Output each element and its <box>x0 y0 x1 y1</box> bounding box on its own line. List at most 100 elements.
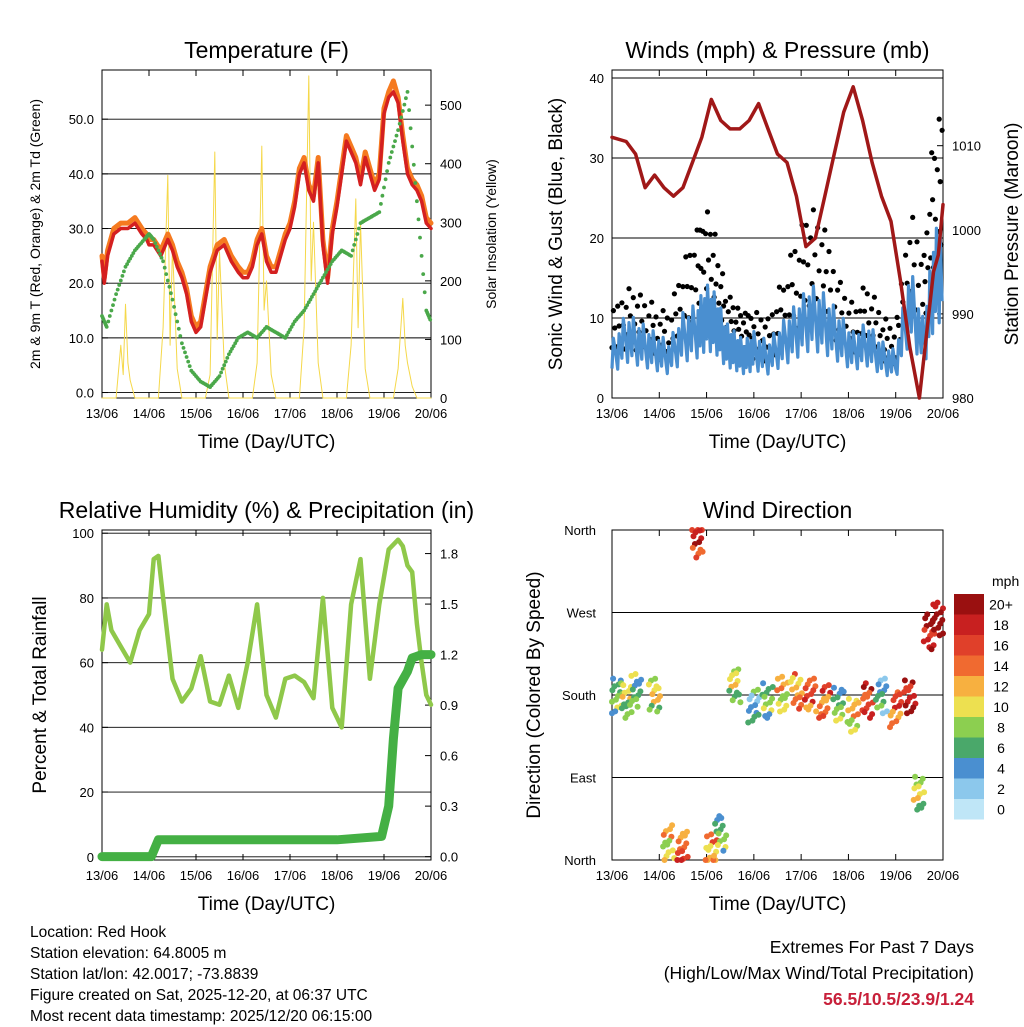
series-gust-point <box>722 298 729 304</box>
series-gust-point <box>730 305 736 311</box>
direction-point <box>696 527 703 534</box>
direction-point <box>715 830 722 837</box>
x-tick-label: 13/06 <box>596 406 629 421</box>
series-dewpoint-point <box>324 270 328 275</box>
x-tick-label: 14/06 <box>643 868 676 883</box>
direction-point <box>720 847 727 854</box>
direction-point <box>620 682 627 689</box>
series-gust-point <box>733 319 739 325</box>
y2-tick-label: 990 <box>952 307 974 322</box>
y-tick-label: South <box>562 688 596 703</box>
series-gust-point <box>740 320 747 326</box>
series-dewpoint-point <box>173 312 178 317</box>
series-dewpoint-point <box>125 262 129 266</box>
direction-point <box>860 684 867 690</box>
x-tick-label: 15/06 <box>180 406 213 421</box>
series-gust-point <box>861 308 868 314</box>
x-tick-label: 19/06 <box>879 868 912 883</box>
y-axis-label: Sonic Wind & Gust (Blue, Black) <box>546 98 567 370</box>
series-gust-point <box>781 287 787 293</box>
series-gust-point <box>936 116 942 122</box>
series-dewpoint-point <box>283 336 288 340</box>
legend-label: 12 <box>993 678 1009 694</box>
series-gust-point <box>866 320 872 326</box>
series-gust-point <box>610 308 617 314</box>
series-dewpoint-point <box>380 193 385 198</box>
direction-point <box>911 692 917 699</box>
x-tick-label: 20/06 <box>927 868 960 883</box>
series-gust-point <box>869 306 875 312</box>
series-gust-point <box>616 323 622 329</box>
chart-title: Winds (mph) & Pressure (mb) <box>625 37 929 63</box>
series-dewpoint-point <box>167 284 172 289</box>
y2-tick-label: 1010 <box>952 139 981 154</box>
series-dewpoint-point <box>350 248 355 253</box>
direction-point <box>684 853 691 860</box>
series-dewpoint-point <box>422 290 427 295</box>
series-dewpoint-point <box>161 259 166 264</box>
series-gust-point <box>642 303 648 309</box>
series-gust-point <box>649 299 655 305</box>
series-dewpoint-point <box>165 278 170 283</box>
series-gust-point <box>718 284 724 290</box>
legend-swatch <box>954 676 984 697</box>
x-tick-label: 17/06 <box>785 406 818 421</box>
series-dewpoint-point <box>393 139 397 144</box>
series-dewpoint-point <box>288 327 292 332</box>
y2-tick-label: 0.6 <box>440 749 458 764</box>
series-dewpoint-point <box>178 334 183 338</box>
y2-tick-label: 500 <box>440 98 462 113</box>
x-tick-label: 19/06 <box>879 406 912 421</box>
series-dewpoint-point <box>172 305 177 309</box>
series-gust-point <box>687 252 693 258</box>
series-gust-point <box>755 331 761 337</box>
direction-point <box>769 684 776 690</box>
series-dewpoint-point <box>349 254 353 258</box>
series-gust-point <box>792 248 798 255</box>
y-tick-label: North <box>564 853 596 868</box>
series-dewpoint-point <box>231 344 236 348</box>
y-tick-label: East <box>570 771 596 786</box>
direction-point <box>609 687 616 694</box>
series-gust-point <box>661 328 668 334</box>
series-gust-point <box>937 179 943 185</box>
series-gust-point <box>657 321 663 327</box>
legend-label: 6 <box>997 740 1005 756</box>
direction-point <box>612 696 619 703</box>
direction-point <box>745 707 752 714</box>
direction-point <box>855 699 862 706</box>
series-gust-point <box>803 222 809 228</box>
series-gust-point <box>903 252 909 258</box>
direction-point <box>816 703 823 710</box>
series-gust-point <box>837 279 844 285</box>
series-dewpoint-point <box>377 210 382 215</box>
series-dewpoint-point <box>107 314 112 318</box>
series-gust-point <box>676 282 682 289</box>
direction-point <box>852 726 859 733</box>
series-gust-point <box>627 313 634 319</box>
series-relative-humidity <box>99 537 434 730</box>
series-gust-point <box>664 315 670 321</box>
series-gust-point <box>827 287 834 293</box>
direction-point <box>928 646 935 653</box>
direction-point <box>708 831 715 838</box>
direction-point <box>679 848 686 855</box>
y2-tick-label: 980 <box>952 391 974 406</box>
direction-point <box>819 687 826 694</box>
direction-point <box>808 691 815 697</box>
series-gust-point <box>810 207 817 213</box>
series-gust-point <box>921 252 927 258</box>
x-tick-label: 19/06 <box>368 868 401 883</box>
series-gust-point <box>786 312 792 318</box>
series-dewpoint-point <box>158 252 162 256</box>
series-gust-point <box>738 313 744 319</box>
y-tick-label: 40 <box>80 720 94 735</box>
direction-point <box>664 841 671 848</box>
series-dewpoint-point <box>397 121 402 126</box>
series-dewpoint-point <box>399 115 404 120</box>
series-2m-temperature <box>100 90 433 335</box>
series-dewpoint-point <box>389 150 394 154</box>
series-dewpoint-point <box>328 262 333 266</box>
series-dewpoint-point <box>400 109 405 113</box>
